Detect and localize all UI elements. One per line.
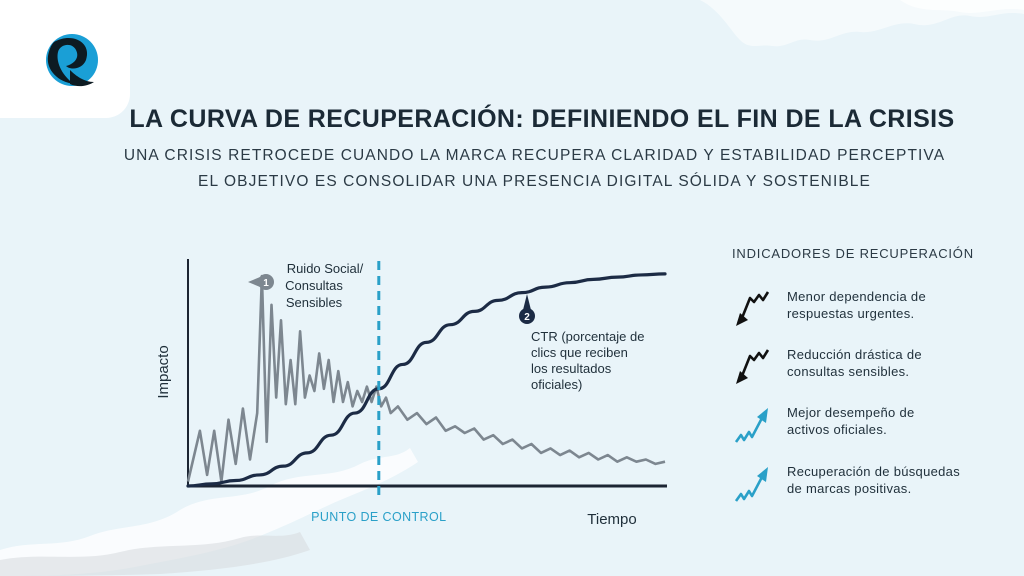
annotation-2-badge (519, 308, 535, 324)
indicator-text-line: consultas sensibles. (787, 364, 910, 379)
control-point-label: PUNTO DE CONTROL (311, 510, 446, 524)
trend-up-icon (734, 467, 768, 502)
annotation-2-text-line: oficiales) (531, 377, 582, 392)
brand-logo (46, 34, 98, 87)
annotation-2-number: 2 (524, 312, 530, 323)
annotation-2-text-line: clics que reciben (531, 345, 628, 360)
annotation-1-text-line: Consultas (285, 278, 343, 293)
indicator-text: Menor dependencia de respuestas urgentes. (787, 288, 997, 322)
trend-down-icon (736, 349, 770, 384)
indicator-item: Recuperación de búsquedas de marcas posit… (732, 463, 1012, 509)
indicator-text-line: Mejor desempeño de (787, 405, 915, 420)
indicator-item: Reducción drástica de consultas sensibles… (732, 346, 1012, 392)
recovery-curve-chart: PUNTO DE CONTROL Tiempo Impacto 1 Ruido Soci… (155, 259, 667, 528)
indicator-text-line: Reducción drástica de (787, 347, 922, 362)
annotation-1-text-line: Sensibles (286, 295, 343, 310)
trend-up-icon (734, 408, 768, 443)
indicators-title: INDICADORES DE RECUPERACIÓN (732, 246, 974, 261)
y-axis-label: Impacto (155, 345, 172, 398)
indicator-text-line: activos oficiales. (787, 422, 888, 437)
noise-series-line (186, 274, 666, 483)
annotation-2-pointer (523, 294, 531, 310)
indicator-text: Recuperación de búsquedas de marcas posit… (787, 463, 997, 497)
annotation-1-text-line: Ruido Social/ (287, 261, 364, 276)
subtitle-line-1: UNA CRISIS RETROCEDE CUANDO LA MARCA REC… (123, 147, 946, 164)
page-title: LA CURVA DE RECUPERACIÓN: DEFINIENDO EL … (129, 105, 955, 133)
indicator-text-line: Recuperación de búsquedas (787, 464, 961, 479)
indicator-text-line: Menor dependencia de (787, 289, 926, 304)
annotation-1-badge (258, 274, 274, 290)
subtitle-line-2: EL OBJETIVO ES CONSOLIDAR UNA PRESENCIA … (198, 173, 871, 190)
indicator-item: Mejor desempeño de activos oficiales. (732, 404, 1012, 450)
indicator-text: Reducción drástica de consultas sensibles… (787, 346, 997, 380)
annotation-1-number: 1 (263, 278, 269, 289)
annotation-1-pointer (248, 277, 260, 287)
torn-paper-top-right (700, 0, 1024, 47)
indicator-text-line: de marcas positivas. (787, 481, 912, 496)
indicator-item: Menor dependencia de respuestas urgentes. (732, 288, 1012, 334)
annotation-2-text-line: los resultados (531, 361, 612, 376)
indicator-text-line: respuestas urgentes. (787, 306, 915, 321)
trend-down-icon (736, 291, 770, 326)
x-axis-label: Tiempo (587, 511, 636, 528)
indicator-text: Mejor desempeño de activos oficiales. (787, 404, 997, 438)
recovery-series-line (186, 272, 667, 488)
annotation-2-text-line: CTR (porcentaje de (531, 329, 644, 344)
